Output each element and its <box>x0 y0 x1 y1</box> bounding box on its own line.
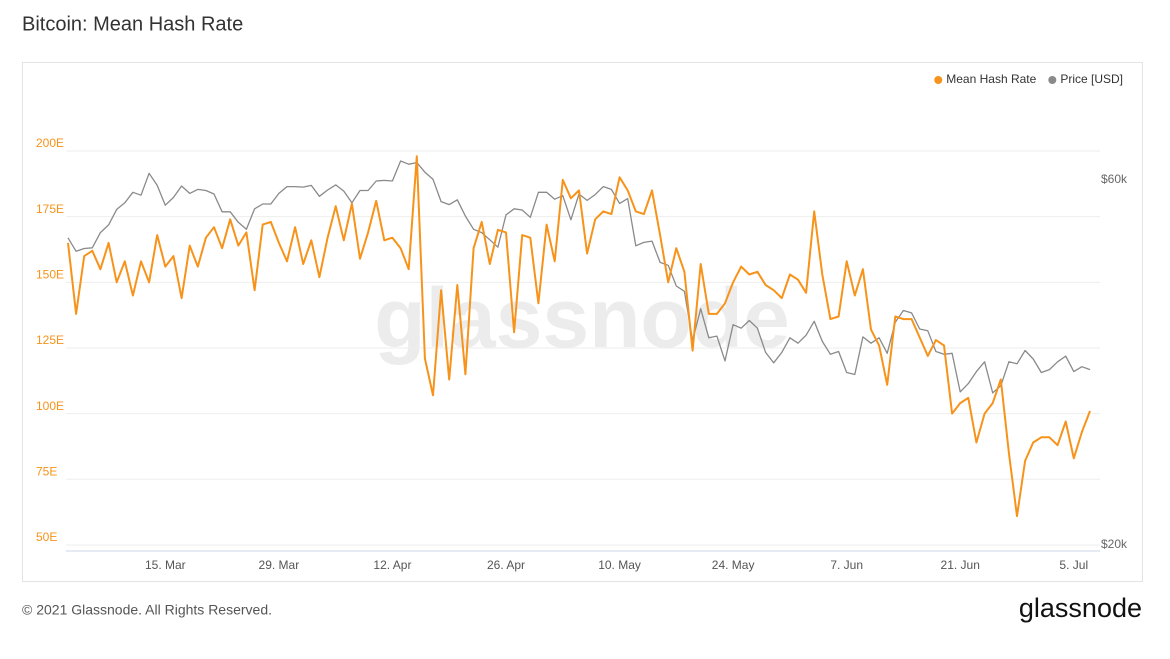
x-tick-label: 12. Apr <box>373 558 411 572</box>
y-tick-label: 150E <box>36 268 64 282</box>
plot: 50E 75E 100E 125E 150E 175E 200E $20k $60k 15. Ma… <box>36 72 1128 572</box>
x-tick-label: 7. Jun <box>830 558 863 572</box>
legend-marker <box>1048 76 1057 84</box>
y2-tick-label: $60k <box>1101 172 1128 186</box>
x-tick-label: 29. Mar <box>259 558 300 572</box>
x-tick-label: 5. Jul <box>1059 558 1088 572</box>
y2-tick-label: $20k <box>1101 537 1128 551</box>
y-tick-label: 125E <box>36 333 64 347</box>
y-tick-label: 100E <box>36 399 64 413</box>
chart-frame <box>22 62 1143 582</box>
x-tick-label: 26. Apr <box>487 558 525 572</box>
logo: glassnode <box>1019 593 1142 623</box>
y-tick-label: 75E <box>36 464 57 478</box>
legend-label: Price [USD] <box>1060 72 1123 86</box>
y-tick-label: 200E <box>36 136 64 150</box>
series-line <box>67 155 1091 518</box>
x-tick-label: 15. Mar <box>145 558 186 572</box>
footer: © 2021 Glassnode. All Rights Reserved. <box>22 602 272 618</box>
y-tick-label: 50E <box>36 530 57 544</box>
y-tick-label: 175E <box>36 202 64 216</box>
legend-label: Mean Hash Rate <box>946 72 1036 86</box>
x-tick-label: 21. Jun <box>941 558 980 572</box>
x-tick-label: 24. May <box>712 558 755 572</box>
x-tick-label: 10. May <box>598 558 641 572</box>
legend-marker <box>934 76 943 84</box>
chart-title: Bitcoin: Mean Hash Rate <box>22 13 243 35</box>
